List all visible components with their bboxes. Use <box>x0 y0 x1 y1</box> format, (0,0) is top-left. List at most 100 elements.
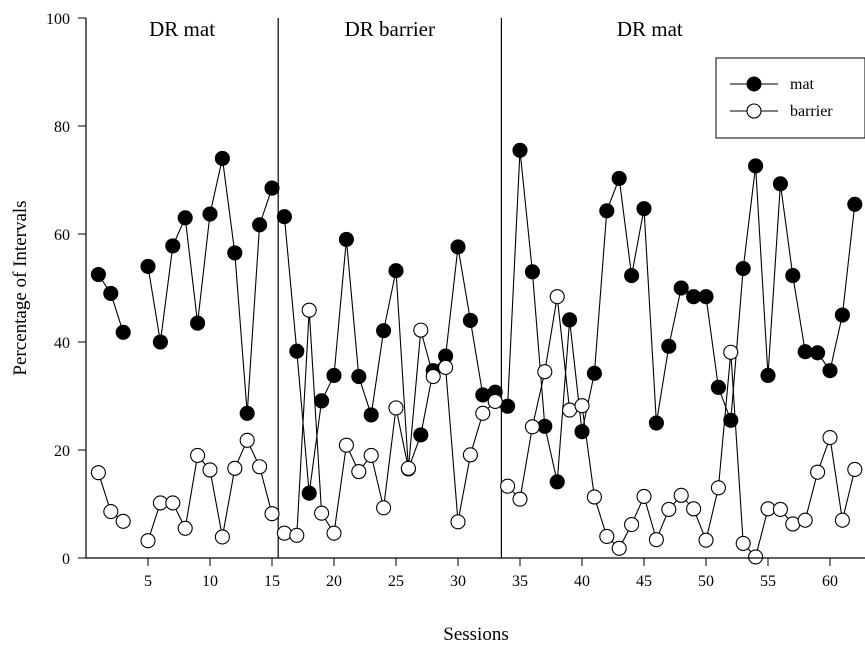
barrier-point <box>115 513 131 529</box>
y-tick-label: 60 <box>54 227 70 244</box>
x-axis-title: Sessions <box>443 624 508 645</box>
mat-point <box>351 369 367 385</box>
mat-point <box>549 474 565 490</box>
barrier-point <box>376 500 392 516</box>
mat-point <box>648 415 664 431</box>
barrier-point <box>611 540 627 556</box>
series-mat <box>90 142 863 501</box>
x-tick-label: 40 <box>574 573 590 590</box>
barrier-point <box>624 516 640 533</box>
y-tick-label: 100 <box>46 11 70 28</box>
y-axis-title: Percentage of Intervals <box>10 200 31 375</box>
legend-mat-marker <box>746 76 762 92</box>
x-tick-label: 45 <box>636 573 652 590</box>
mat-point <box>785 268 801 284</box>
barrier-line-segment <box>284 310 496 536</box>
mat-point <box>673 280 689 296</box>
axes <box>85 18 865 559</box>
barrier-point <box>289 527 305 543</box>
barrier-point <box>810 464 826 480</box>
mat-point <box>115 324 131 340</box>
barrier-point <box>190 447 206 463</box>
barrier-point <box>648 532 664 548</box>
mat-point <box>834 307 850 323</box>
barrier-point <box>834 512 850 528</box>
mat-point <box>599 203 615 219</box>
x-ticks: 5 10 15 20 25 30 35 40 45 50 55 60 <box>144 558 838 590</box>
barrier-point <box>574 398 590 414</box>
barrier-point <box>239 432 255 448</box>
phase-label: DR mat <box>617 17 683 41</box>
mat-point <box>574 424 590 440</box>
mat-point <box>797 344 813 360</box>
barrier-point <box>425 369 441 385</box>
phase-label: DR barrier <box>345 17 435 41</box>
legend-barrier-label: barrier <box>790 103 833 120</box>
barrier-line-segment <box>147 438 273 541</box>
mat-point <box>103 285 119 301</box>
series-barrier <box>90 289 863 565</box>
mat-point <box>338 231 354 247</box>
mat-point <box>227 245 243 261</box>
mat-point <box>661 338 677 354</box>
legend-box <box>715 57 865 139</box>
barrier-point <box>500 478 516 494</box>
mat-point <box>252 217 268 233</box>
mat-point <box>810 345 826 361</box>
phase-lines <box>277 18 502 558</box>
mat-point <box>512 142 528 158</box>
barrier-point <box>772 501 788 517</box>
barrier-point <box>524 419 540 435</box>
barrier-point <box>90 465 106 481</box>
y-tick-label: 0 <box>62 551 70 568</box>
barrier-point <box>462 447 478 463</box>
mat-line-segment <box>283 216 496 494</box>
mat-point <box>450 239 466 255</box>
y-tick-label: 20 <box>54 443 70 460</box>
mat-point <box>152 334 168 350</box>
y-ticks: 0 20 40 60 80 100 <box>46 11 86 568</box>
barrier-point <box>450 514 466 530</box>
mat-line-segment <box>97 274 124 333</box>
barrier-point <box>847 461 863 477</box>
barrier-point <box>202 462 218 478</box>
mat-point <box>462 312 478 328</box>
barrier-point <box>661 501 677 517</box>
barrier-point <box>252 459 268 475</box>
x-tick-label: 25 <box>388 573 404 590</box>
mat-point <box>363 407 379 423</box>
legend-barrier-marker <box>746 103 762 119</box>
barrier-point <box>785 516 801 532</box>
barrier-point <box>388 400 404 416</box>
mat-point <box>326 367 342 384</box>
mat-point <box>413 427 429 443</box>
x-tick-label: 30 <box>450 573 466 590</box>
phase-label: DR mat <box>149 17 215 41</box>
barrier-point <box>735 535 751 551</box>
barrier-point <box>165 495 181 511</box>
barrier-point <box>710 480 726 496</box>
barrier-point <box>487 393 503 409</box>
barrier-point <box>413 322 429 338</box>
mat-point <box>177 210 193 226</box>
mat-point <box>264 180 280 196</box>
barrier-point <box>326 525 342 541</box>
barrier-point <box>549 289 565 305</box>
x-tick-label: 5 <box>144 573 152 590</box>
mat-point <box>276 209 292 225</box>
barrier-point <box>177 520 193 536</box>
x-tick-label: 55 <box>760 573 776 590</box>
mat-point <box>475 387 491 403</box>
x-tick-label: 20 <box>326 573 342 590</box>
barrier-point <box>586 489 602 505</box>
mat-point <box>190 315 206 331</box>
barrier-point <box>673 487 689 503</box>
barrier-point <box>636 488 652 504</box>
barrier-point <box>512 491 528 507</box>
mat-point <box>822 363 838 379</box>
barrier-point <box>822 430 838 446</box>
mat-point <box>748 158 764 174</box>
barrier-point <box>400 460 416 476</box>
mat-point <box>90 266 106 283</box>
